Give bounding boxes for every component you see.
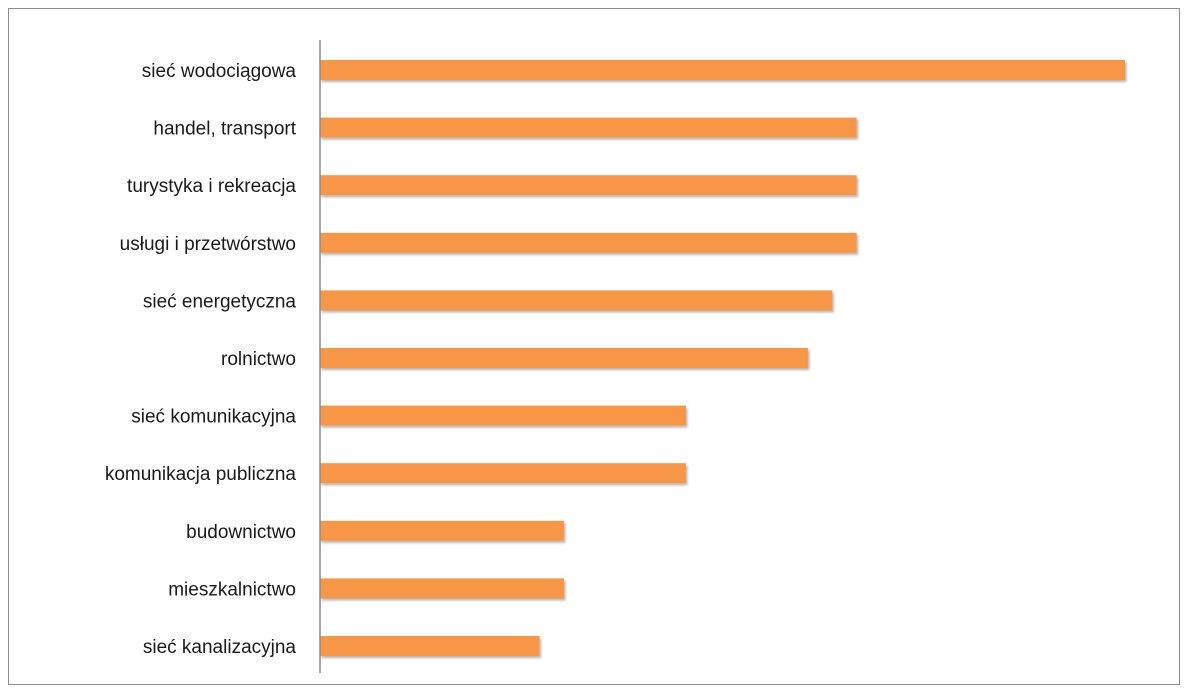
bar-7 bbox=[320, 405, 686, 426]
bar-4 bbox=[320, 232, 857, 253]
bars-group bbox=[320, 60, 1125, 656]
bar-1 bbox=[320, 60, 1125, 80]
category-label: sieć energetyczna bbox=[143, 291, 297, 312]
category-labels-group: sieć wodociągowa handel, transport turysty… bbox=[105, 61, 297, 658]
category-label: budownictwo bbox=[186, 522, 296, 543]
bar-11 bbox=[320, 636, 540, 656]
bar-6 bbox=[320, 348, 808, 368]
bar-3 bbox=[320, 175, 857, 196]
category-label: mieszkalnictwo bbox=[168, 579, 296, 600]
bar-8 bbox=[320, 463, 686, 484]
category-label: handel, transport bbox=[153, 119, 296, 140]
bar-10 bbox=[320, 578, 564, 599]
category-label: turystyka i rekreacja bbox=[127, 176, 296, 197]
bar-5 bbox=[320, 290, 833, 311]
category-label: sieć wodociągowa bbox=[142, 61, 297, 82]
category-label: rolnictwo bbox=[221, 349, 296, 370]
bar-2 bbox=[320, 117, 857, 138]
bar-9 bbox=[320, 520, 564, 541]
category-label: komunikacja publiczna bbox=[105, 464, 297, 485]
category-label: usługi i przetwórstwo bbox=[120, 234, 296, 255]
category-label: sieć kanalizacyjna bbox=[143, 637, 297, 658]
category-label: sieć komunikacyjna bbox=[131, 407, 296, 428]
